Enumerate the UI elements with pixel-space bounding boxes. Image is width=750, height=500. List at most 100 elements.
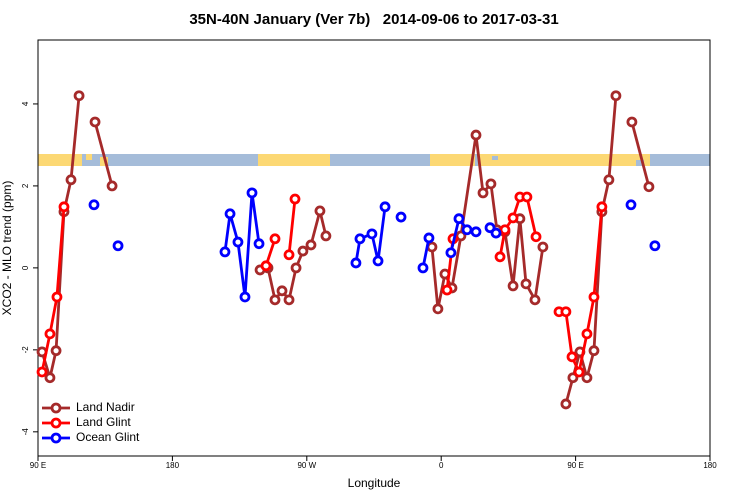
data-point: [494, 251, 506, 263]
data-point: [529, 294, 541, 306]
data-point: [560, 306, 572, 318]
y-tick-label: -4: [21, 428, 30, 436]
data-point: [441, 284, 453, 296]
legend-marker: [50, 432, 62, 444]
ocean-band: [636, 160, 644, 166]
data-point: [219, 246, 231, 258]
data-point: [269, 233, 281, 245]
land-band: [430, 154, 475, 166]
data-point: [567, 372, 579, 384]
x-tick-label: 180: [166, 461, 180, 470]
data-point: [453, 213, 465, 225]
data-point: [470, 129, 482, 141]
data-point: [530, 231, 542, 243]
data-point: [269, 294, 281, 306]
data-point: [73, 90, 85, 102]
data-point: [588, 291, 600, 303]
data-point: [297, 245, 309, 257]
plot-frame: [37, 39, 711, 457]
data-point: [626, 116, 638, 128]
series-line: [223, 192, 261, 298]
data-point: [50, 345, 62, 357]
x-tick-label: 90 E: [567, 461, 583, 470]
data-point: [366, 228, 378, 240]
data-point: [289, 193, 301, 205]
legend-label: Land Glint: [76, 415, 131, 429]
series-line: [287, 198, 297, 255]
data-point: [485, 178, 497, 190]
data-point: [283, 294, 295, 306]
ocean-band: [492, 156, 498, 160]
legend-marker: [50, 402, 62, 414]
series-line: [630, 121, 651, 188]
data-point: [432, 303, 444, 315]
data-point: [499, 224, 511, 236]
data-point: [588, 345, 600, 357]
data-point: [643, 181, 655, 193]
data-point: [232, 236, 244, 248]
data-point: [58, 201, 70, 213]
data-point: [477, 187, 489, 199]
data-point: [395, 211, 407, 223]
legend-label: Land Nadir: [76, 400, 135, 414]
data-point: [65, 174, 77, 186]
data-point: [581, 328, 593, 340]
data-point: [106, 180, 118, 192]
data-point: [51, 291, 63, 303]
data-point: [112, 240, 124, 252]
data-point: [305, 239, 317, 251]
data-point: [610, 90, 622, 102]
data-point: [260, 260, 272, 272]
land-band: [258, 154, 330, 166]
y-tick-label: 4: [21, 101, 30, 106]
data-point: [372, 255, 384, 267]
series-line: [93, 121, 114, 187]
data-point: [507, 212, 519, 224]
data-point: [573, 366, 585, 378]
data-point: [253, 238, 265, 250]
data-point: [44, 328, 56, 340]
data-point: [320, 230, 332, 242]
land-ocean-band: [38, 154, 710, 166]
data-point: [490, 227, 502, 239]
data-point: [290, 262, 302, 274]
data-point: [520, 278, 532, 290]
data-point: [423, 232, 435, 244]
x-axis-label: Longitude: [348, 476, 401, 490]
data-point: [283, 249, 295, 261]
data-point: [314, 205, 326, 217]
data-point: [379, 201, 391, 213]
data-point: [224, 208, 236, 220]
data-point: [461, 224, 473, 236]
data-point: [596, 201, 608, 213]
data-point: [88, 199, 100, 211]
data-point: [649, 240, 661, 252]
data-point: [417, 262, 429, 274]
data-point: [521, 191, 533, 203]
data-point: [603, 174, 615, 186]
data-point: [566, 351, 578, 363]
data-point: [44, 372, 56, 384]
data-point: [36, 366, 48, 378]
x-tick-label: 90 W: [297, 461, 316, 470]
legend-label: Ocean Glint: [76, 430, 140, 444]
land-band: [100, 157, 108, 166]
land-band: [86, 154, 92, 160]
data-point: [426, 241, 438, 253]
data-point: [537, 241, 549, 253]
data-point: [470, 226, 482, 238]
data-point: [246, 187, 258, 199]
data-point: [89, 116, 101, 128]
data-point: [625, 199, 637, 211]
data-point: [445, 247, 457, 259]
x-tick-label: 90 E: [30, 461, 46, 470]
data-point: [507, 280, 519, 292]
data-point: [354, 233, 366, 245]
x-tick-label: 180: [703, 461, 717, 470]
chart-title: 35N-40N January (Ver 7b) 2014-09-06 to 2…: [189, 11, 558, 28]
y-tick-label: 0: [21, 265, 30, 270]
y-tick-label: -2: [21, 346, 30, 354]
land-band: [478, 154, 650, 166]
data-point: [276, 285, 288, 297]
